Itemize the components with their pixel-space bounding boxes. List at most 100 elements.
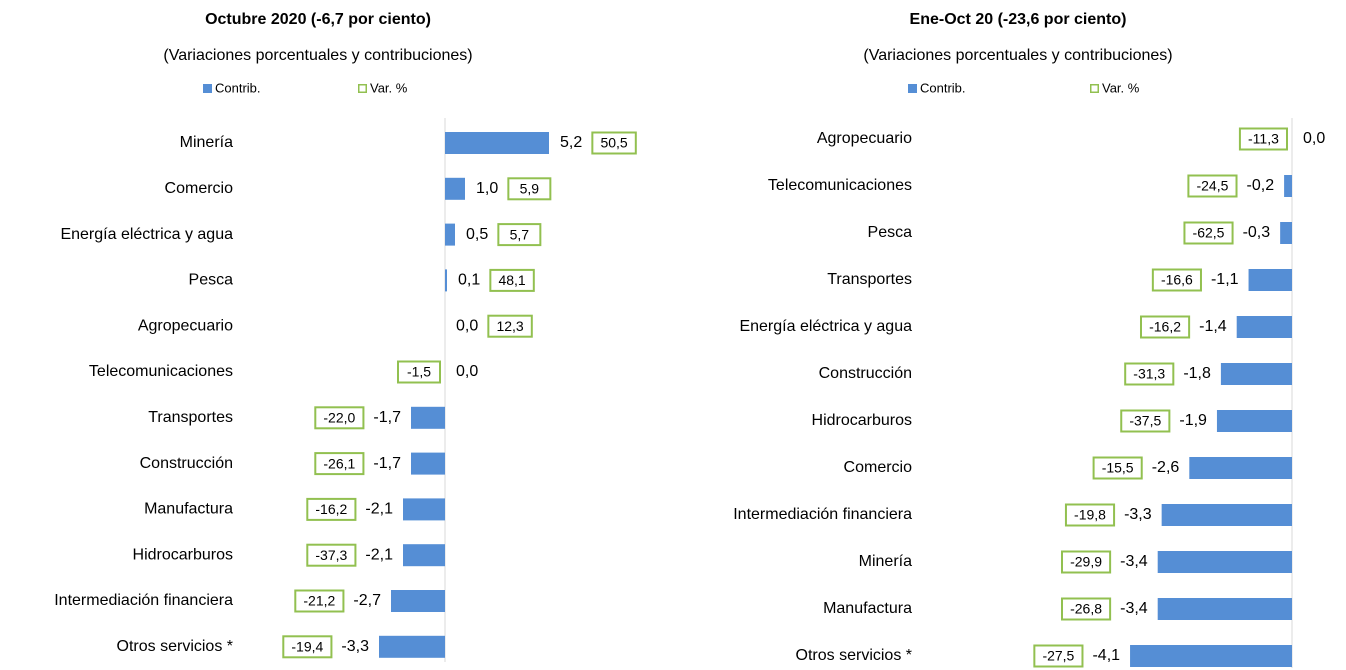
category-label: Minería (859, 553, 912, 570)
var-box (1183, 221, 1234, 245)
var-label: -26,8 (1070, 601, 1102, 617)
bar (1220, 363, 1292, 385)
legend-swatch (1090, 84, 1099, 93)
var-label: -16,6 (1161, 272, 1193, 288)
contrib-label: 0,0 (456, 317, 478, 334)
var-label: -16,2 (1149, 319, 1181, 335)
bar (1157, 598, 1292, 620)
bar (1236, 316, 1292, 338)
bar (403, 544, 445, 567)
var-box (1139, 315, 1191, 339)
var-box (1124, 362, 1175, 386)
contrib-label: -2,7 (353, 592, 381, 609)
var-box (1033, 644, 1084, 668)
legend-label: Contrib. (215, 80, 261, 95)
category-label: Transportes (148, 409, 233, 426)
var-box (282, 635, 333, 659)
category-label: Pesca (189, 272, 234, 289)
legend-swatch (358, 84, 367, 93)
bar (411, 452, 445, 475)
category-label: Otros servicios * (796, 647, 912, 664)
var-box (1060, 597, 1112, 621)
var-box (306, 497, 357, 521)
category-label: Construcción (819, 365, 912, 382)
legend-swatch (908, 84, 917, 93)
legend-swatch (203, 84, 212, 93)
category-label: Minería (180, 134, 233, 151)
contrib-label: -1,9 (1179, 412, 1207, 429)
contrib-label: -1,4 (1199, 318, 1227, 335)
contrib-label: -3,4 (1120, 553, 1148, 570)
contrib-label: -1,8 (1183, 365, 1211, 382)
var-label-box: 5,7 (497, 223, 542, 247)
contrib-label: 5,2 (560, 134, 582, 151)
category-label: Transportes (827, 271, 912, 288)
var-box (1060, 550, 1112, 574)
category-label: Telecomunicaciones (768, 177, 912, 194)
var-label: -1,5 (407, 364, 431, 380)
var-label-box: -21,2 (294, 589, 345, 613)
var-label: -21,2 (303, 593, 335, 609)
bar (445, 132, 549, 154)
category-label: Hidrocarburos (133, 546, 233, 563)
contrib-label: -1,7 (373, 409, 401, 426)
var-box (1064, 503, 1116, 527)
var-label-box: -37,3 (306, 543, 357, 567)
contrib-label: -0,3 (1243, 224, 1271, 241)
var-label: -19,4 (291, 639, 323, 655)
var-box (1092, 456, 1143, 480)
var-label: -26,1 (323, 455, 355, 471)
var-box (1120, 409, 1171, 433)
var-label-box: 5,9 (507, 177, 552, 201)
var-label-box: -11,3 (1238, 127, 1288, 151)
var-label: 5,7 (510, 226, 530, 242)
var-label-box: -16,2 (306, 497, 357, 521)
contrib-label: -1,1 (1211, 271, 1239, 288)
bar (391, 590, 445, 612)
category-label: Construcción (140, 455, 233, 472)
var-label: -24,5 (1196, 178, 1228, 194)
legend-label: Var. % (370, 80, 408, 95)
var-label-box: -24,5 (1187, 174, 1238, 198)
chart-title: Octubre 2020 (-6,7 por ciento) (205, 11, 431, 28)
category-label: Telecomunicaciones (89, 363, 233, 380)
var-label-box: -19,4 (282, 635, 333, 659)
contrib-label: -3,3 (341, 638, 369, 655)
bar (1157, 551, 1292, 573)
var-label: -29,9 (1070, 554, 1102, 570)
var-label-box: -16,6 (1151, 268, 1202, 292)
var-label: -11,3 (1248, 131, 1279, 147)
var-label: 12,3 (496, 318, 523, 334)
contrib-label: 0,0 (456, 363, 478, 380)
var-label-box: -26,1 (314, 452, 365, 476)
var-box (294, 589, 345, 613)
category-label: Energía eléctrica y agua (739, 318, 912, 335)
var-box (487, 314, 533, 338)
var-label: 5,9 (520, 181, 540, 197)
var-label-box: -29,9 (1060, 550, 1112, 574)
category-label: Hidrocarburos (812, 412, 912, 429)
bar (1216, 410, 1292, 432)
bar (445, 269, 447, 292)
bar (1161, 504, 1292, 526)
var-label-box: 12,3 (487, 314, 533, 338)
category-label: Comercio (844, 459, 913, 476)
var-label: -16,2 (315, 501, 347, 517)
contrib-label: -4,1 (1092, 647, 1120, 664)
legend-label: Var. % (1102, 80, 1140, 95)
bar (403, 498, 445, 521)
var-label-box: -15,5 (1092, 456, 1143, 480)
var-label-box: -62,5 (1183, 221, 1234, 245)
var-label-box: -16,2 (1139, 315, 1191, 339)
var-label-box: -26,8 (1060, 597, 1112, 621)
var-label: 50,5 (600, 135, 627, 151)
var-label-box: 50,5 (591, 131, 637, 155)
var-label: -19,8 (1074, 507, 1106, 523)
category-label: Manufactura (823, 600, 912, 617)
contrib-label: -0,2 (1247, 177, 1275, 194)
var-box (591, 131, 637, 155)
bar (445, 177, 465, 200)
var-label-box: -19,8 (1064, 503, 1116, 527)
bar (1280, 222, 1292, 244)
bar (379, 635, 445, 658)
